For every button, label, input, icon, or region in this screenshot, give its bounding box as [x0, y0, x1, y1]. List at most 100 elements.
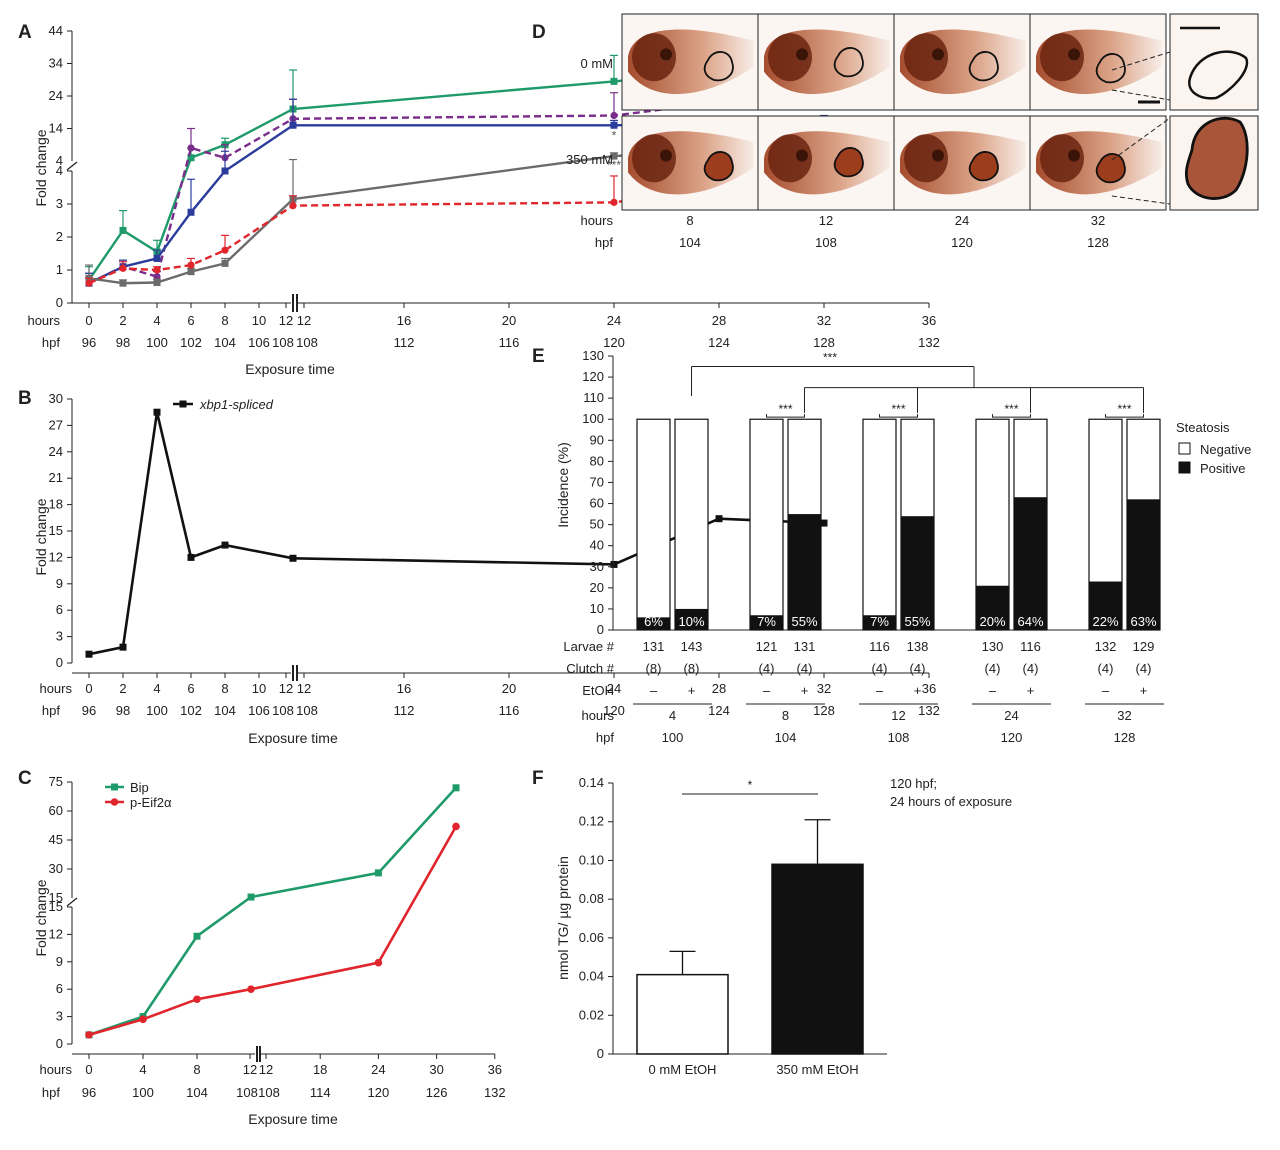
panel-b-hours-label: hours — [39, 681, 72, 696]
y-tick-label: 0.06 — [579, 930, 604, 945]
larva-head — [632, 33, 676, 82]
panel-d-row-label-350mm: 350 mM — [566, 152, 613, 167]
x-tick-label-hours: 32 — [817, 681, 831, 696]
etoh-sign: + — [914, 683, 922, 698]
panel-label-b: B — [18, 388, 32, 409]
panel-d-hpf-128: 128 — [1087, 235, 1109, 250]
point-edem1 — [610, 198, 618, 206]
magnified-inset-frame — [1169, 13, 1259, 111]
x-tick-label-hpf: 96 — [82, 335, 96, 350]
point-peif2a — [247, 985, 255, 993]
y-tick-label: 0.12 — [579, 814, 604, 829]
point-bip — [452, 784, 460, 792]
point-edem1 — [153, 266, 161, 274]
significance-label: *** — [778, 402, 792, 416]
legend-label-xbp1: xbp1-spliced — [199, 397, 274, 412]
x-tick-label-hpf: 104 — [214, 335, 236, 350]
axis-break-mark — [66, 897, 78, 907]
y-tick-label: 6 — [56, 981, 63, 996]
panel-d-row-label-0mm: 0 mM — [581, 56, 614, 71]
x-tick-label-hpf: 100 — [146, 703, 168, 718]
legend-swatch-positive — [1178, 461, 1191, 474]
x-tick-label-hpf: 124 — [708, 335, 730, 350]
x-tick-label-hours: 12 — [259, 1062, 273, 1077]
zoom-guide-line — [1111, 195, 1171, 205]
larva-head — [1040, 33, 1084, 82]
legend-swatch-negative — [1178, 442, 1191, 455]
x-tick-label-hpf: 108 — [236, 1085, 258, 1100]
x-tick-label-hours: 12 — [279, 313, 293, 328]
x-tick-label-hours: 8 — [221, 681, 228, 696]
etoh-sign: – — [1102, 683, 1110, 698]
x-tick-label-hours: 0 — [85, 681, 92, 696]
y-tick-label: 3 — [56, 1009, 63, 1024]
category-label: 0 mM EtOH — [649, 1062, 717, 1077]
x-tick-label-hours: 28 — [712, 681, 726, 696]
series-line-bip — [88, 60, 825, 281]
larvae-count: 131 — [643, 639, 665, 654]
point-xbp1 — [221, 541, 229, 549]
group-hpf: 108 — [888, 730, 910, 745]
etoh-sign: – — [763, 683, 771, 698]
x-tick-label-hpf: 116 — [499, 703, 520, 718]
panel-a-ylabel: Fold change — [33, 129, 49, 206]
point-peif2a — [452, 822, 460, 831]
y-tick-label: 100 — [582, 411, 604, 426]
y-tick-label: 80 — [590, 453, 604, 468]
bar-percent-label: 55% — [791, 614, 817, 629]
y-tick-label: 0.02 — [579, 1007, 604, 1022]
y-tick-label: 21 — [49, 470, 63, 485]
y-tick-label: 30 — [590, 559, 604, 574]
panel-a-hpf-label: hpf — [42, 335, 60, 350]
point-xbp1 — [119, 643, 127, 651]
x-tick-label-hours: 36 — [922, 681, 936, 696]
panel-e-legend-title: Steatosis — [1176, 420, 1230, 435]
y-tick-label: 0 — [597, 622, 604, 637]
x-tick-label-hpf: 132 — [918, 335, 940, 350]
magnified-liver-outline — [1188, 50, 1249, 100]
x-tick-label-hours: 20 — [502, 681, 516, 696]
panel-e-legend-negative: Negative — [1200, 442, 1251, 457]
point-grp94 — [187, 144, 195, 152]
series-line-xbp1 — [88, 411, 825, 656]
x-tick-label-hours: 24 — [607, 681, 621, 696]
y-tick-label: 0.04 — [579, 969, 604, 984]
panel-f-ylabel: nmol TG/ µg protein — [555, 856, 571, 980]
point-bip — [610, 77, 618, 85]
y-tick-label: 14 — [49, 121, 63, 136]
group-hpf: 104 — [775, 730, 797, 745]
y-tick-label: 120 — [582, 369, 604, 384]
larva-head — [632, 134, 676, 183]
y-tick-label: 10 — [590, 601, 604, 616]
panel-d-hpf-104: 104 — [679, 235, 701, 250]
y-tick-label: 15 — [49, 890, 63, 905]
y-tick-label: 45 — [49, 832, 63, 847]
etoh-sign: – — [989, 683, 997, 698]
clutch-count: (8) — [684, 661, 700, 676]
panel-f-note-line1: 120 hpf; — [890, 776, 937, 791]
point-cnx — [221, 259, 229, 267]
panel-c-xlabel: Exposure time — [248, 1111, 338, 1127]
x-tick-label-hpf: 106 — [248, 703, 270, 718]
x-tick-label-hours: 36 — [922, 313, 936, 328]
panel-e-etoh-label: EtOH — [582, 683, 614, 698]
x-tick-label-hours: 12 — [297, 313, 311, 328]
y-tick-label: 70 — [590, 474, 604, 489]
x-tick-label-hours: 10 — [252, 313, 266, 328]
larva-head — [768, 134, 812, 183]
point-grp94 — [153, 273, 161, 281]
y-tick-label: 60 — [590, 496, 604, 511]
point-bip — [193, 932, 201, 940]
point-xbp1 — [187, 553, 195, 561]
larvae-count: 116 — [1020, 639, 1041, 654]
significance-label: *** — [1004, 402, 1018, 416]
y-tick-label: 0 — [56, 295, 63, 310]
larva-eye — [1068, 149, 1080, 162]
legend-label: Bip — [130, 780, 149, 795]
panel-e-clutch-label: Clutch # — [566, 661, 614, 676]
bar-positive — [863, 615, 896, 630]
y-tick-label: 90 — [590, 432, 604, 447]
significance-annotation: *** — [607, 158, 621, 172]
larva-head — [1040, 134, 1084, 183]
larvae-count: 138 — [907, 639, 929, 654]
